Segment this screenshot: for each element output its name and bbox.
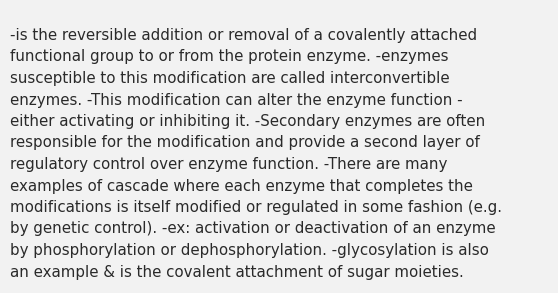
Text: by genetic control). -ex: activation or deactivation of an enzyme: by genetic control). -ex: activation or … bbox=[10, 222, 496, 236]
Text: either activating or inhibiting it. -Secondary enzymes are often: either activating or inhibiting it. -Sec… bbox=[10, 114, 485, 129]
Text: regulatory control over enzyme function. -There are many: regulatory control over enzyme function.… bbox=[10, 157, 448, 172]
Text: enzymes. -This modification can alter the enzyme function -: enzymes. -This modification can alter th… bbox=[10, 93, 463, 108]
Text: an example & is the covalent attachment of sugar moieties.: an example & is the covalent attachment … bbox=[10, 265, 464, 280]
Text: examples of cascade where each enzyme that completes the: examples of cascade where each enzyme th… bbox=[10, 178, 473, 193]
Text: susceptible to this modification are called interconvertible: susceptible to this modification are cal… bbox=[10, 71, 450, 86]
Text: modifications is itself modified or regulated in some fashion (e.g.: modifications is itself modified or regu… bbox=[10, 200, 502, 215]
Text: by phosphorylation or dephosphorylation. -glycosylation is also: by phosphorylation or dephosphorylation.… bbox=[10, 243, 489, 258]
Text: -is the reversible addition or removal of a covalently attached: -is the reversible addition or removal o… bbox=[10, 28, 477, 43]
Text: functional group to or from the protein enzyme. -enzymes: functional group to or from the protein … bbox=[10, 50, 449, 64]
Text: responsible for the modification and provide a second layer of: responsible for the modification and pro… bbox=[10, 135, 480, 151]
